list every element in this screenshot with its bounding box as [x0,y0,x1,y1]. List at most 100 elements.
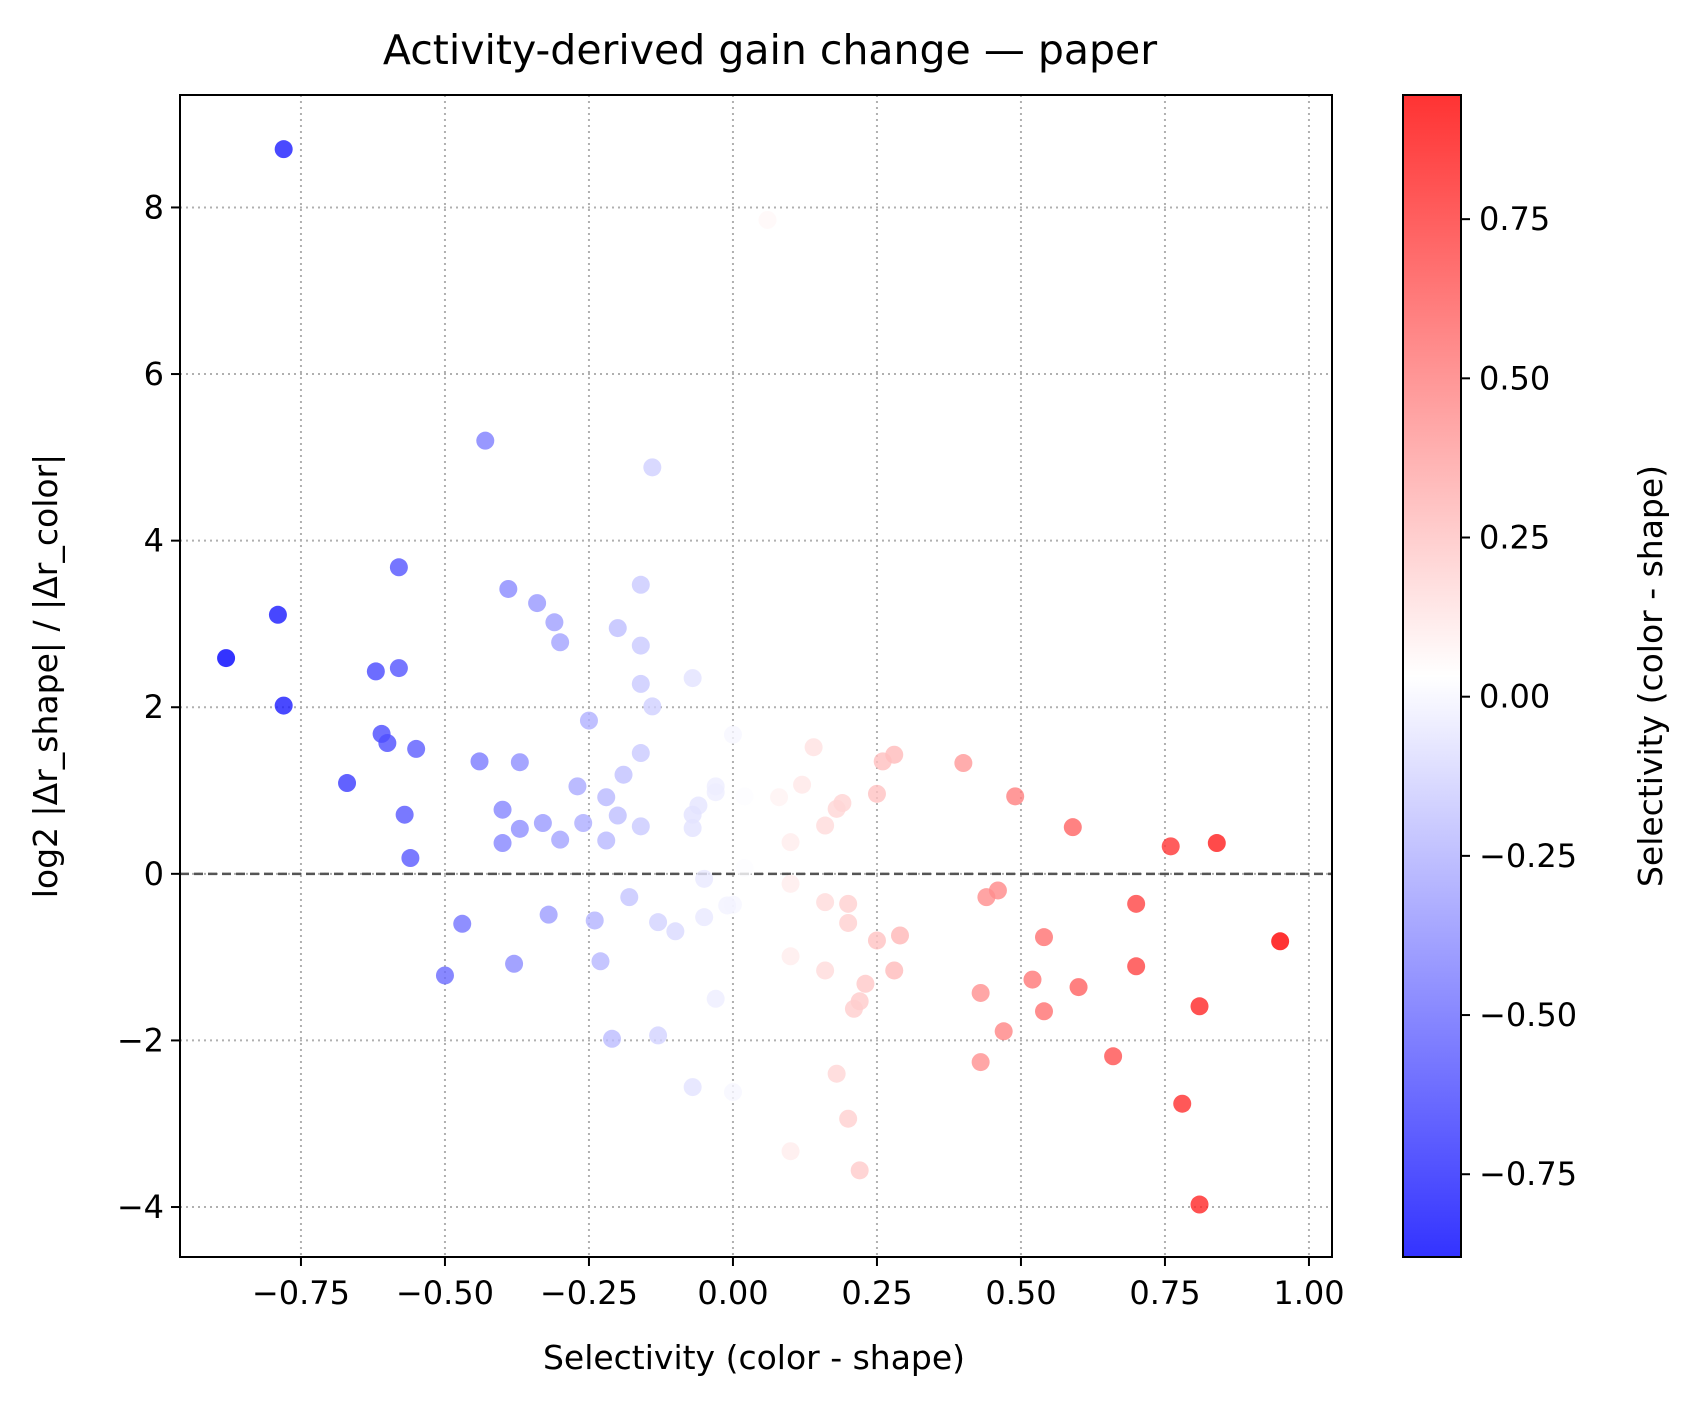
data-point [505,954,524,973]
x-axis-label: Selectivity (color - shape) [543,1338,965,1377]
data-point [758,210,777,229]
data-point [781,833,800,852]
data-point [683,819,702,838]
data-point [683,1078,702,1097]
data-point [770,788,789,807]
data-point [499,579,518,598]
data-point [407,739,426,758]
y-axis-ticks: −4 −2 0 2 4 6 8 [117,188,180,1226]
data-point [453,914,472,933]
data-point [338,774,357,793]
data-point [839,894,858,913]
data-point [597,831,616,850]
data-point [781,1142,800,1161]
data-point [597,788,616,807]
data-point [781,874,800,893]
data-point [1035,1002,1053,1021]
data-point [631,575,650,594]
x-tick-label: −0.50 [396,1274,494,1312]
y-tick-label: 6 [144,355,164,393]
y-tick-label: 0 [144,855,164,893]
data-point [274,140,293,159]
data-point [1161,837,1180,856]
data-point [476,431,495,450]
data-point [706,783,725,802]
x-axis-ticks: −0.75 −0.50 −0.25 0.00 0.25 0.50 0.75 1.00 [252,1257,1345,1312]
data-point [401,849,420,868]
colorbar-ticks: −0.75 −0.50 −0.25 0.00 0.25 0.50 0.75 [1461,200,1577,1193]
data-point [545,613,564,632]
data-point [493,834,512,853]
data-point [971,1053,990,1072]
data-point [631,674,650,693]
data-point [1190,1195,1209,1214]
data-point [1190,997,1209,1016]
data-point [827,799,846,818]
data-point [1035,928,1053,947]
y-tick-label: 8 [144,188,164,226]
data-point [389,558,408,577]
data-point [551,830,570,849]
data-point [591,952,610,971]
x-tick-label: 1.00 [1273,1274,1344,1312]
data-point [568,777,587,796]
data-point [435,966,454,985]
chart-title: Activity-derived gain change — paper [383,26,1157,74]
y-axis-label: log2 |Δr_shape| / |Δr_color| [26,454,65,899]
data-point [695,908,714,927]
data-point [493,800,512,819]
data-point [574,814,593,833]
data-point [816,816,835,835]
data-point [1127,957,1146,976]
data-point [470,752,489,771]
data-point [603,1029,621,1048]
colorbar-tick-label: 0.25 [1479,519,1550,557]
data-point [735,859,754,878]
data-point [649,913,668,932]
data-point [217,649,236,668]
data-point [510,753,529,772]
data-point [891,926,909,945]
data-point [816,893,835,912]
data-point [643,458,662,477]
data-point [1173,1094,1192,1113]
data-point [844,999,863,1018]
colorbar-tick-label: −0.50 [1479,996,1577,1034]
data-point [389,659,408,678]
data-point [867,784,886,803]
plot-area-frame [179,94,1333,1258]
colorbar-tick-label: 0.00 [1479,678,1550,716]
data-point [706,989,725,1008]
data-point [1069,978,1088,997]
x-tick-label: 0.00 [697,1274,768,1312]
y-tick-label: −2 [117,1021,164,1059]
data-point [954,754,973,773]
x-tick-label: 0.25 [841,1274,912,1312]
y-tick-label: 4 [144,522,164,560]
colorbar-tick-label: −0.75 [1479,1155,1577,1193]
data-point [804,738,823,757]
data-point [1006,787,1025,806]
x-tick-label: 0.75 [1129,1274,1200,1312]
data-point [539,905,558,924]
data-point [510,819,529,838]
data-point [1271,932,1290,951]
data-point [718,896,737,915]
data-point [1063,818,1082,837]
data-point [643,697,662,716]
data-point [839,913,858,932]
data-point [395,805,414,824]
data-point [378,734,397,753]
data-point [873,752,892,771]
x-tick-label: −0.25 [540,1274,638,1312]
data-point [614,765,633,784]
data-point [620,888,639,907]
data-point [366,662,385,681]
data-points [217,140,1290,1214]
colorbar-tick-label: 0.75 [1479,200,1550,238]
data-point [735,787,754,806]
data-point [781,947,800,966]
data-point [695,869,714,888]
data-point [579,711,598,730]
data-point [631,817,650,836]
